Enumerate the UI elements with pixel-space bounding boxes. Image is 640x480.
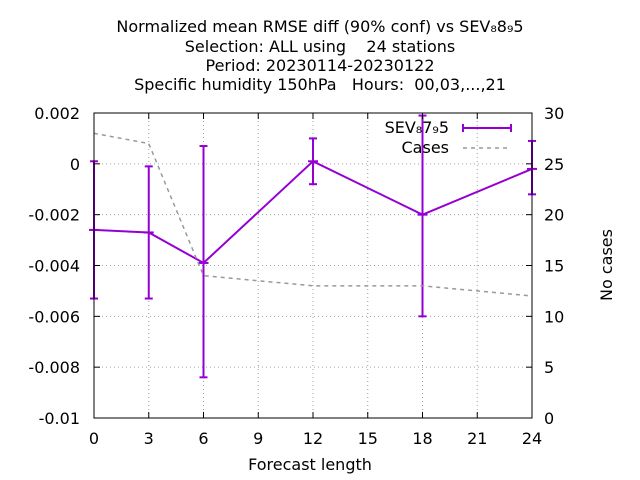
y2-tick-label: 15 — [544, 257, 564, 276]
chart-title-line-2: Selection: ALL using 24 stations — [184, 37, 456, 56]
sev75-errorbar — [308, 137, 318, 186]
y2-axis-label: No cases — [597, 229, 616, 301]
x-tick-label: 15 — [358, 429, 378, 448]
y2-tick-label: 10 — [544, 307, 564, 326]
y-tick-label: -0.01 — [39, 409, 80, 428]
chart-title-line-1: Normalized mean RMSE diff (90% conf) vs … — [116, 17, 524, 36]
y-tick-label: -0.004 — [28, 257, 80, 276]
y-tick-label: 0.002 — [34, 104, 80, 123]
axes: 0 3 6 9 12 15 18 21 24 0.002 0 -0.002 -0.004 -0.006 -0… — [28, 104, 564, 448]
x-tick-label: 18 — [412, 429, 432, 448]
legend-label-sev75: SEV₈7₉5 — [385, 118, 449, 137]
chart-title-line-3: Period: 20230114-20230122 — [205, 56, 435, 75]
sev75-errorbar — [143, 165, 154, 300]
y-tick-label: 0 — [70, 155, 80, 174]
y-tick-label: -0.002 — [28, 206, 80, 225]
y2-tick-label: 25 — [544, 155, 564, 174]
x-tick-label: 3 — [144, 429, 154, 448]
y-tick-label: -0.008 — [28, 358, 80, 377]
x-tick-label: 21 — [467, 429, 487, 448]
y-tick-label: -0.006 — [28, 307, 80, 326]
x-tick-label: 6 — [198, 429, 208, 448]
y2-tick-label: 30 — [544, 104, 564, 123]
y2-tick-label: 5 — [544, 358, 554, 377]
x-axis-label: Forecast length — [248, 455, 372, 474]
sev75-line — [93, 160, 533, 265]
legend-label-cases: Cases — [402, 138, 450, 157]
series-layer — [89, 114, 537, 379]
x-tick-label: 0 — [89, 429, 99, 448]
sev75-errorbar — [198, 145, 209, 379]
chart-title-line-4: Specific humidity 150hPa Hours: 00,03,..… — [134, 75, 506, 94]
y2-tick-label: 0 — [544, 409, 554, 428]
x-tick-label: 9 — [253, 429, 263, 448]
x-tick-label: 12 — [303, 429, 323, 448]
y2-tick-label: 20 — [544, 206, 564, 225]
x-tick-label: 24 — [522, 429, 542, 448]
